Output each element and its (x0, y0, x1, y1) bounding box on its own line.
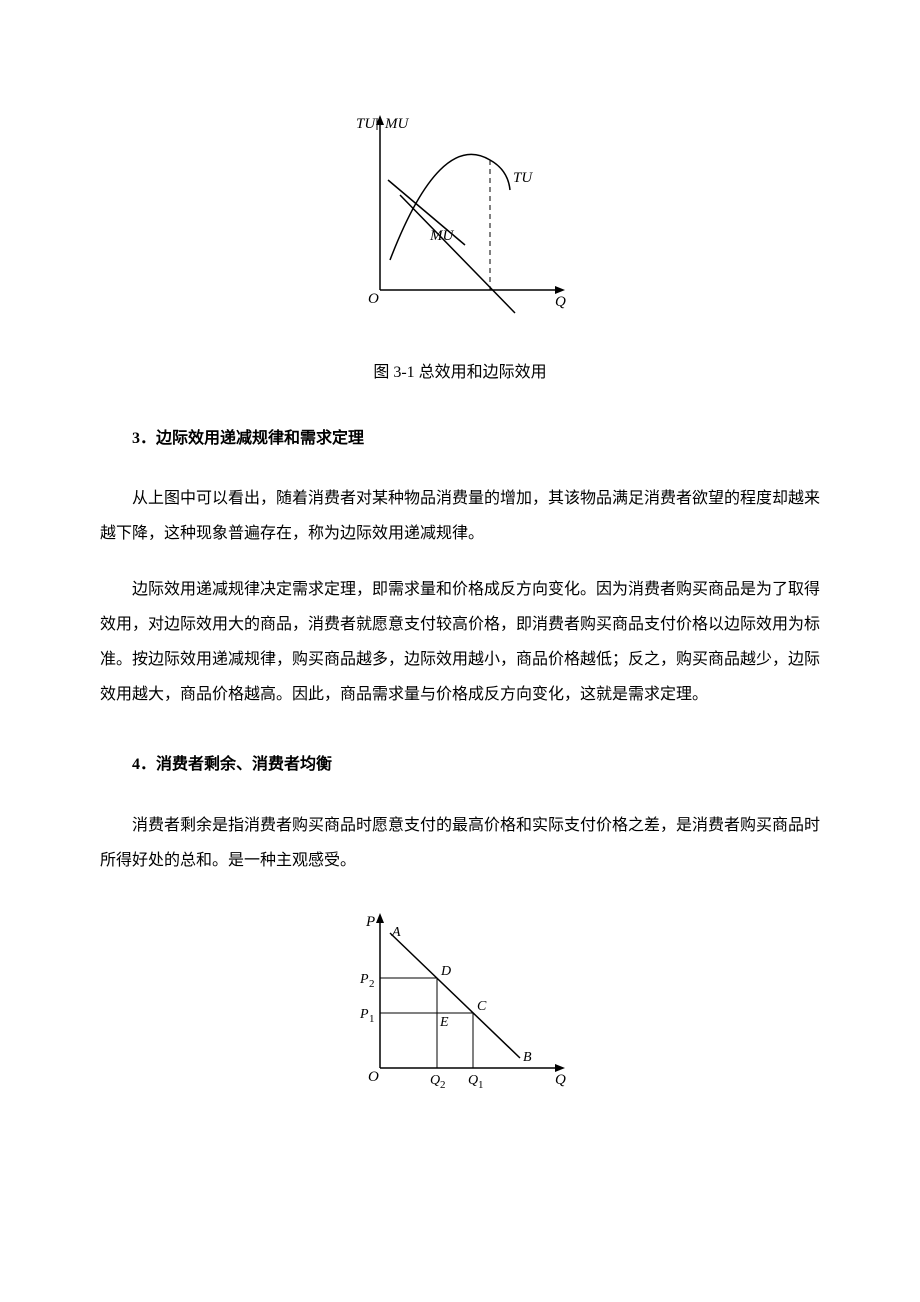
section-3-para-2: 边际效用递减规律决定需求定理，即需求量和价格成反方向变化。因为消费者购买商品是为… (100, 572, 820, 713)
origin-label: O (368, 291, 379, 307)
curve-label-tu: TU (513, 170, 533, 186)
label-q2: Q (430, 1073, 440, 1088)
label-q1-sub: 1 (478, 1079, 484, 1091)
label-p1: P (359, 1007, 369, 1022)
label-q2-sub: 2 (440, 1079, 446, 1091)
figure-1-chart: TU MU O Q TU MU (330, 100, 590, 320)
axis-label-q2: Q (555, 1072, 566, 1088)
axis-label-mu: MU (384, 116, 409, 132)
point-c: C (477, 999, 487, 1014)
section-4-heading: 4．消费者剩余、消费者均衡 (100, 752, 820, 778)
figure-2-chart: P O Q A B P 2 P 1 Q 2 Q 1 D C E (330, 898, 590, 1098)
axis-label-p: P (365, 914, 375, 930)
curve-label-mu: MU (429, 228, 454, 244)
label-p1-sub: 1 (369, 1013, 375, 1025)
point-d: D (440, 964, 451, 979)
origin-label-2: O (368, 1069, 379, 1085)
point-a: A (391, 925, 401, 940)
section-3-para-1: 从上图中可以看出，随着消费者对某种物品消费量的增加，其该物品满足消费者欲望的程度… (100, 481, 820, 551)
label-q1: Q (468, 1073, 478, 1088)
figure-2-container: P O Q A B P 2 P 1 Q 2 Q 1 D C E (100, 898, 820, 1098)
axis-label-q: Q (555, 294, 566, 310)
axis-label-tu: TU (356, 116, 376, 132)
point-e: E (439, 1015, 449, 1030)
figure-1-container: TU MU O Q TU MU 图 3-1 总效用和边际效用 (100, 100, 820, 386)
section-3-heading: 3．边际效用递减规律和需求定理 (100, 426, 820, 452)
label-p2: P (359, 972, 369, 987)
figure-1-caption: 图 3-1 总效用和边际效用 (373, 360, 546, 386)
point-b: B (523, 1050, 532, 1065)
label-p2-sub: 2 (369, 978, 375, 990)
section-4-para-1: 消费者剩余是指消费者购买商品时愿意支付的最高价格和实际支付价格之差，是消费者购买… (100, 808, 820, 878)
